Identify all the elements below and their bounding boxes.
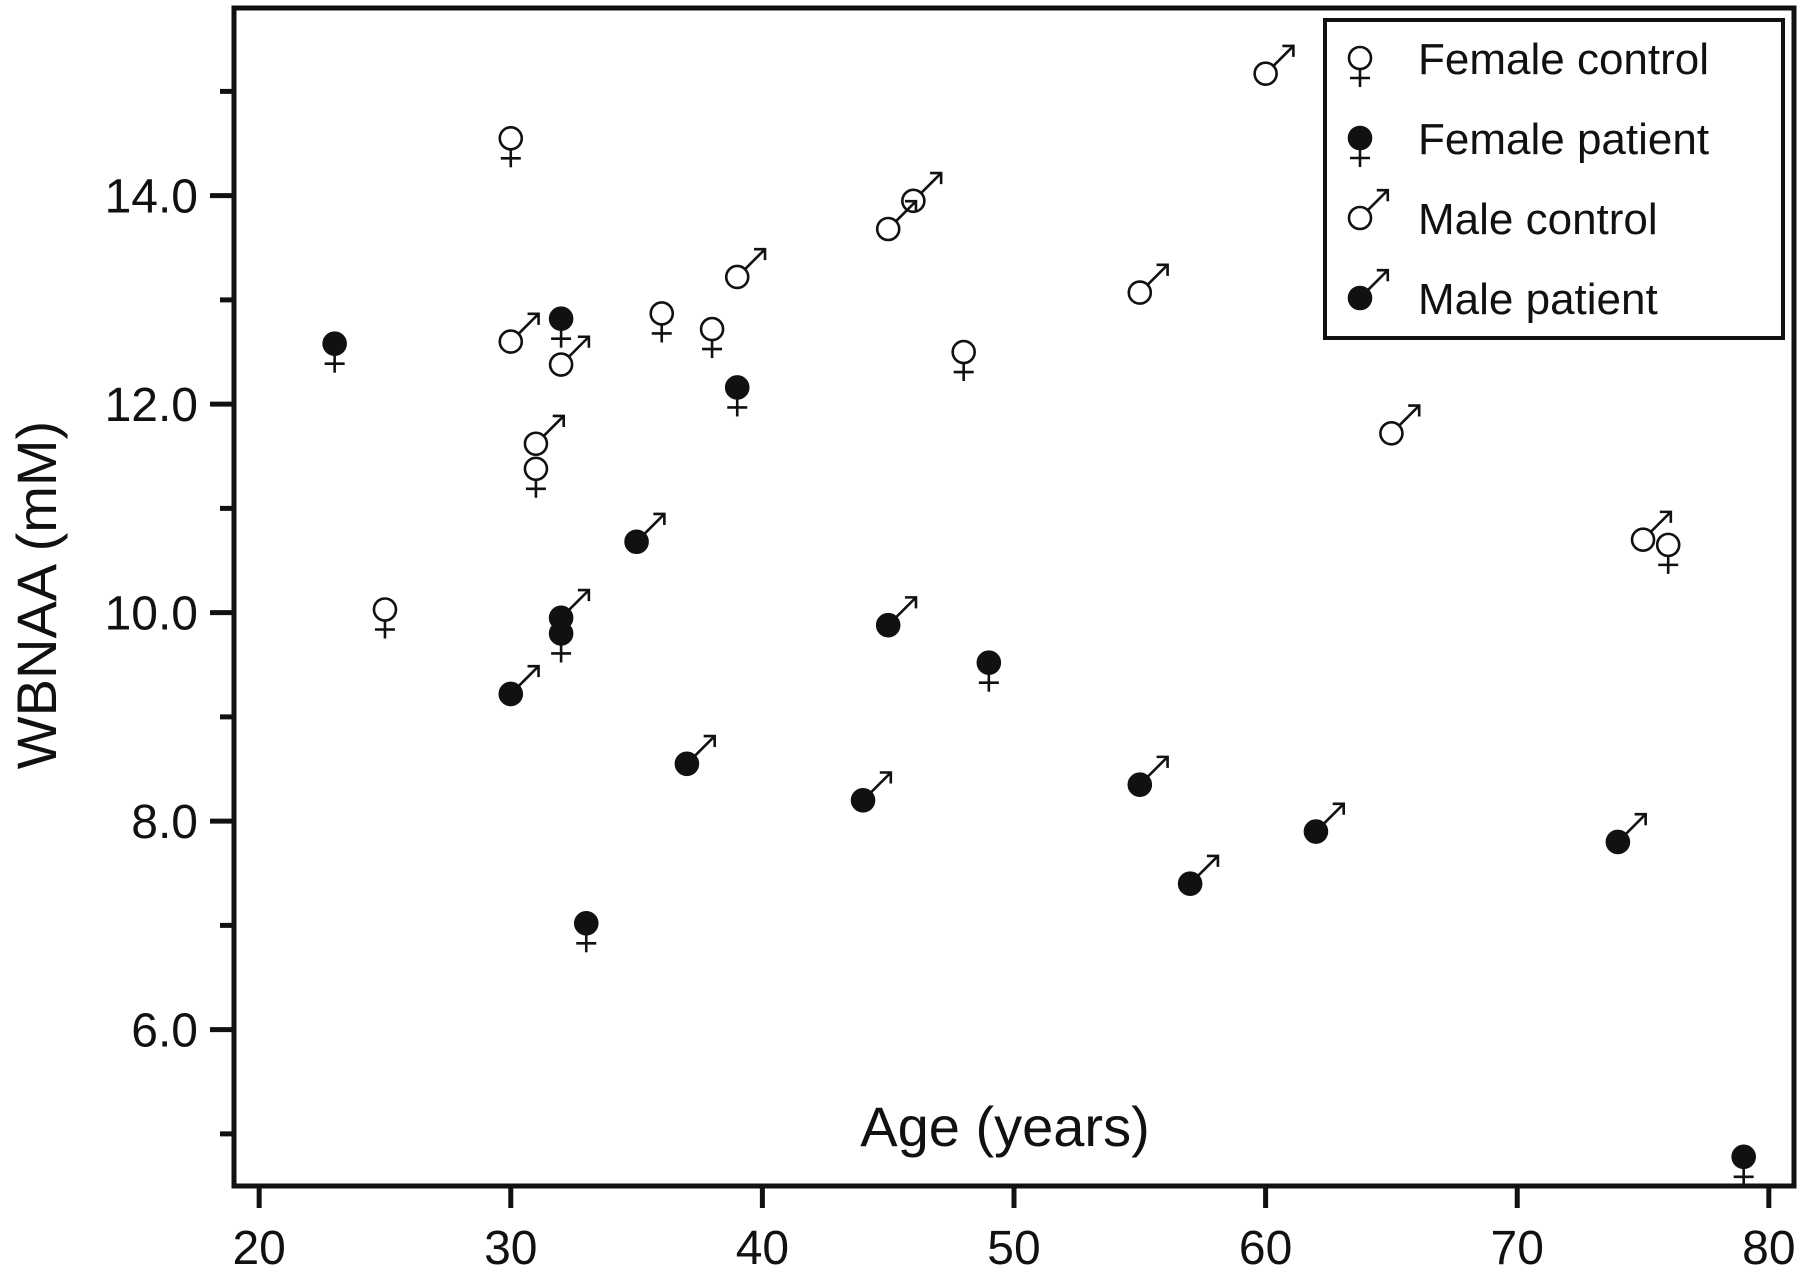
data-point bbox=[523, 414, 566, 457]
data-point bbox=[372, 597, 398, 639]
y-axis-title: WBNAA (mM) bbox=[5, 421, 68, 769]
x-tick-label: 60 bbox=[1239, 1222, 1292, 1272]
y-tick-label: 14.0 bbox=[105, 171, 198, 224]
data-point bbox=[1731, 1144, 1756, 1186]
x-axis-title: Age (years) bbox=[860, 1095, 1149, 1158]
x-tick-label: 70 bbox=[1491, 1222, 1544, 1272]
legend-box bbox=[1323, 18, 1785, 340]
data-point bbox=[498, 312, 540, 354]
legend: Female control Female patient Male control… bbox=[1323, 18, 1785, 340]
legend-marker bbox=[1347, 188, 1390, 231]
x-tick-label: 50 bbox=[987, 1222, 1040, 1272]
legend-label: Male patient bbox=[1418, 275, 1658, 324]
y-tick-label: 8.0 bbox=[131, 796, 198, 849]
y-axis: 6.0 8.0 10.0 12.0 14.0 bbox=[105, 88, 234, 1137]
x-tick-label: 80 bbox=[1742, 1222, 1795, 1272]
data-point bbox=[850, 771, 893, 813]
data-point bbox=[1379, 404, 1421, 446]
x-tick-label: 40 bbox=[736, 1222, 789, 1272]
data-point bbox=[1177, 854, 1220, 896]
data-point bbox=[875, 199, 918, 242]
data-point bbox=[699, 316, 725, 359]
y-tick-label: 6.0 bbox=[131, 1005, 198, 1058]
data-point bbox=[548, 588, 591, 631]
x-tick-label: 30 bbox=[484, 1222, 537, 1272]
data-point bbox=[498, 126, 524, 168]
data-point bbox=[1303, 802, 1346, 844]
data-point bbox=[1253, 44, 1295, 86]
data-point bbox=[1655, 532, 1681, 574]
data-point bbox=[1605, 812, 1647, 855]
y-tick-label: 10.0 bbox=[105, 588, 198, 641]
data-point bbox=[1630, 510, 1673, 552]
legend-marker bbox=[1347, 45, 1373, 87]
x-axis: 20 30 40 50 60 70 80 bbox=[232, 1186, 1796, 1272]
data-point bbox=[322, 331, 347, 373]
data-point bbox=[573, 910, 599, 953]
data-point bbox=[649, 301, 675, 343]
legend-label: Male control bbox=[1418, 195, 1658, 244]
data-point bbox=[724, 247, 767, 290]
y-tick-label: 12.0 bbox=[105, 379, 198, 432]
x-tick-label: 20 bbox=[232, 1222, 285, 1272]
data-point bbox=[724, 375, 750, 417]
data-point bbox=[548, 335, 591, 377]
data-point bbox=[901, 171, 943, 214]
data-point bbox=[624, 512, 666, 555]
data-point bbox=[1127, 755, 1169, 797]
data-point bbox=[951, 339, 976, 382]
data-point bbox=[674, 734, 716, 777]
data-point bbox=[976, 650, 1002, 692]
legend-marker bbox=[1347, 268, 1390, 311]
data-point bbox=[498, 664, 540, 707]
legend-label: Female patient bbox=[1418, 115, 1709, 164]
legend-label: Female control bbox=[1418, 35, 1709, 84]
data-point bbox=[548, 306, 574, 348]
data-point bbox=[1127, 263, 1169, 305]
legend-marker bbox=[1347, 125, 1373, 167]
data-points bbox=[322, 44, 1756, 1186]
data-point bbox=[523, 456, 549, 498]
data-point bbox=[875, 596, 918, 638]
